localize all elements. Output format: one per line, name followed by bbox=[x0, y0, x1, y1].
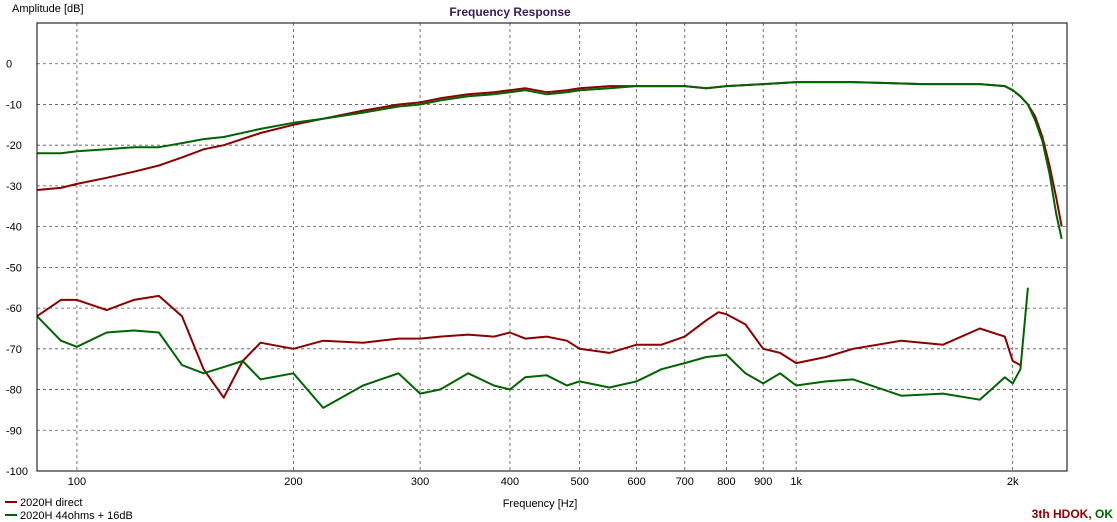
y-tick-label: -50 bbox=[6, 262, 22, 274]
series-group bbox=[36, 81, 1063, 409]
y-tick-label: -60 bbox=[6, 303, 22, 315]
y-tick-label: -30 bbox=[6, 181, 22, 193]
series-line-2 bbox=[36, 294, 1021, 399]
x-tick-label: 500 bbox=[570, 476, 588, 488]
x-tick-label: 700 bbox=[676, 476, 694, 488]
x-tick-label: 400 bbox=[501, 476, 519, 488]
y-tick-label: 0 bbox=[6, 59, 12, 71]
status-text: 3th HDOK, OK bbox=[1032, 507, 1114, 521]
plot-frame bbox=[36, 22, 1068, 472]
x-tick-labels: 100 200 300 400 500 600 700 800 900 1k 2k bbox=[68, 476, 1019, 488]
y-axis-label: Amplitude [dB] bbox=[12, 3, 84, 15]
y-tick-label: -20 bbox=[6, 140, 22, 152]
legend: 2020H direct 2020H 44ohms + 16dB bbox=[5, 497, 133, 522]
y-tick-label: -90 bbox=[6, 425, 22, 437]
x-tick-label: 900 bbox=[754, 476, 772, 488]
chart-title: Frequency Response bbox=[449, 5, 571, 19]
legend-label-44ohms: 2020H 44ohms + 16dB bbox=[20, 510, 133, 522]
x-tick-label: 600 bbox=[627, 476, 645, 488]
x-tick-label: 1k bbox=[790, 476, 802, 488]
y-tick-labels: 0 -10 -20 -30 -40 -50 -60 -70 -80 -90 -100 bbox=[6, 59, 28, 478]
status-ok-green: OK bbox=[1095, 507, 1113, 521]
series-line-0 bbox=[36, 81, 1063, 227]
y-tick-label: -40 bbox=[6, 222, 22, 234]
legend-label-direct: 2020H direct bbox=[20, 497, 82, 509]
x-tick-label: 800 bbox=[717, 476, 735, 488]
y-tick-label: -70 bbox=[6, 344, 22, 356]
y-tick-label: -100 bbox=[6, 466, 28, 478]
x-tick-label: 2k bbox=[1007, 476, 1019, 488]
series-line-1 bbox=[37, 81, 1063, 240]
x-tick-label: 200 bbox=[284, 476, 302, 488]
series-line-3 bbox=[36, 287, 1029, 409]
x-tick-label: 100 bbox=[68, 476, 86, 488]
grid bbox=[37, 23, 1067, 472]
status-prefix: 3th HD bbox=[1032, 507, 1071, 521]
x-axis-label: Frequency [Hz] bbox=[503, 498, 578, 510]
y-tick-label: -80 bbox=[6, 385, 22, 397]
x-tick-label: 300 bbox=[411, 476, 429, 488]
status-ok-red: OK bbox=[1070, 507, 1088, 521]
status-sep: , bbox=[1088, 507, 1095, 521]
y-tick-label: -10 bbox=[6, 99, 22, 111]
